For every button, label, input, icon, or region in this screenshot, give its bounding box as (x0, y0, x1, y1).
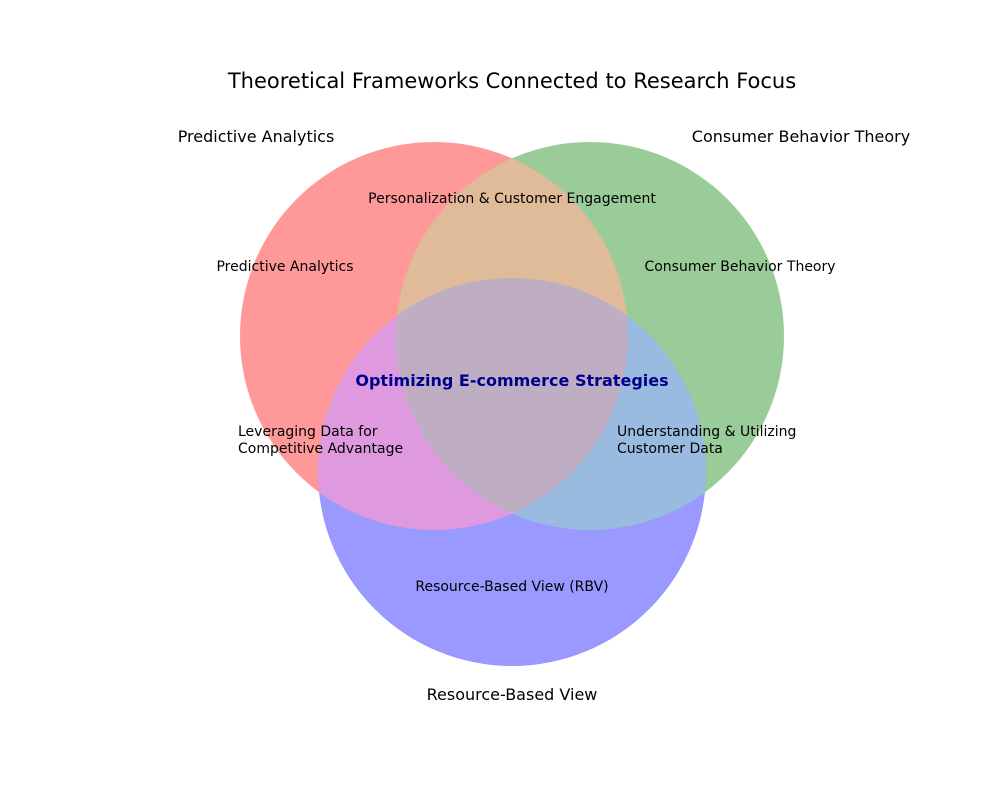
region-label-ac-line-2: Competitive Advantage (238, 441, 403, 457)
region-label-b-only: Consumer Behavior Theory (644, 259, 835, 275)
region-label-c-only: Resource-Based View (RBV) (415, 579, 608, 595)
region-label-abc: Optimizing E-commerce Strategies (355, 371, 668, 390)
region-label-bc-line-2: Customer Data (617, 441, 723, 457)
set-label-predictive-analytics: Predictive Analytics (178, 127, 335, 146)
region-label-a-only: Predictive Analytics (216, 259, 353, 275)
region-abc (396, 278, 628, 530)
region-label-bc-line-1: Understanding & Utilizing (617, 424, 796, 440)
set-label-consumer-behavior-theory: Consumer Behavior Theory (692, 127, 910, 146)
region-label-ac-line-1: Leveraging Data for (238, 424, 378, 440)
region-label-ab: Personalization & Customer Engagement (368, 191, 656, 207)
diagram-title: Theoretical Frameworks Connected to Rese… (227, 69, 796, 93)
set-label-resource-based-view: Resource-Based View (427, 685, 598, 704)
